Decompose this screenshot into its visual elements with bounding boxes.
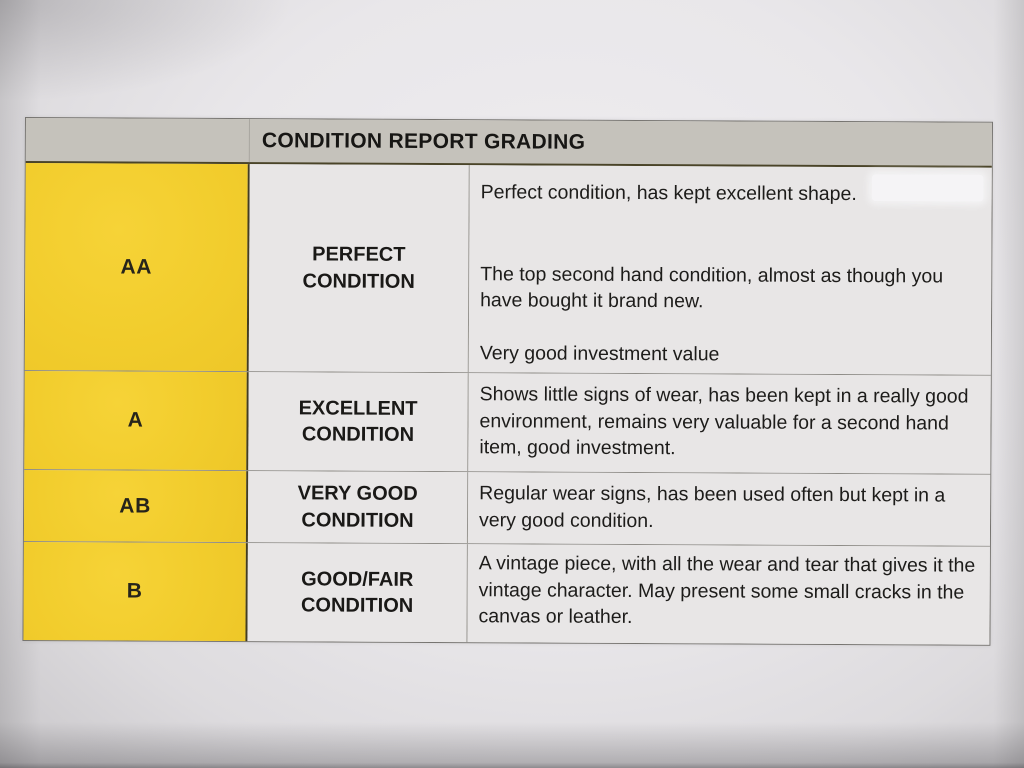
description-cell: A vintage piece, with all the wear and t… (467, 544, 990, 645)
description-cell: Perfect condition, has kept excellent sh… (468, 165, 992, 375)
condition-label: GOOD/FAIR CONDITION (300, 567, 414, 617)
header-spacer-cell (25, 118, 250, 163)
table-row-b: B GOOD/FAIR CONDITION A vintage piece, w… (23, 540, 990, 645)
description-paragraph: Regular wear signs, has been used often … (478, 482, 946, 532)
description-paragraph: The top second hand condition, almost as… (480, 262, 944, 313)
table-title: CONDITION REPORT GRADING (261, 128, 586, 154)
grade-cell: A (24, 371, 249, 471)
table-header-row: CONDITION REPORT GRADING (25, 118, 992, 168)
description-cell: Regular wear signs, has been used often … (467, 472, 991, 546)
description-paragraph: A vintage piece, with all the wear and t… (478, 552, 976, 629)
condition-label-cell: EXCELLENT CONDITION (248, 372, 469, 472)
table-row-ab: AB VERY GOOD CONDITION Regular wear sign… (23, 469, 991, 546)
whiteout-patch (871, 174, 984, 202)
grade-cell: B (23, 541, 248, 642)
condition-grading-table: CONDITION REPORT GRADING AA PERFECT COND… (22, 117, 993, 646)
table-row-aa: AA PERFECT CONDITION Perfect condition, … (24, 163, 992, 375)
condition-label-cell: PERFECT CONDITION (248, 164, 470, 373)
condition-label: EXCELLENT CONDITION (298, 396, 418, 446)
grade-cell: AB (23, 470, 249, 543)
description-paragraph: Very good investment value (479, 341, 720, 365)
table-row-a: A EXCELLENT CONDITION Shows little signs… (24, 370, 991, 474)
description-paragraph: Shows little signs of wear, has been kep… (479, 383, 969, 460)
condition-label-cell: GOOD/FAIR CONDITION (247, 543, 468, 643)
description-cell: Shows little signs of wear, has been kep… (468, 373, 991, 474)
condition-label-cell: VERY GOOD CONDITION (247, 471, 469, 544)
condition-label: PERFECT CONDITION (302, 243, 415, 293)
condition-label: VERY GOOD CONDITION (297, 482, 418, 532)
grade-cell: AA (24, 163, 250, 372)
